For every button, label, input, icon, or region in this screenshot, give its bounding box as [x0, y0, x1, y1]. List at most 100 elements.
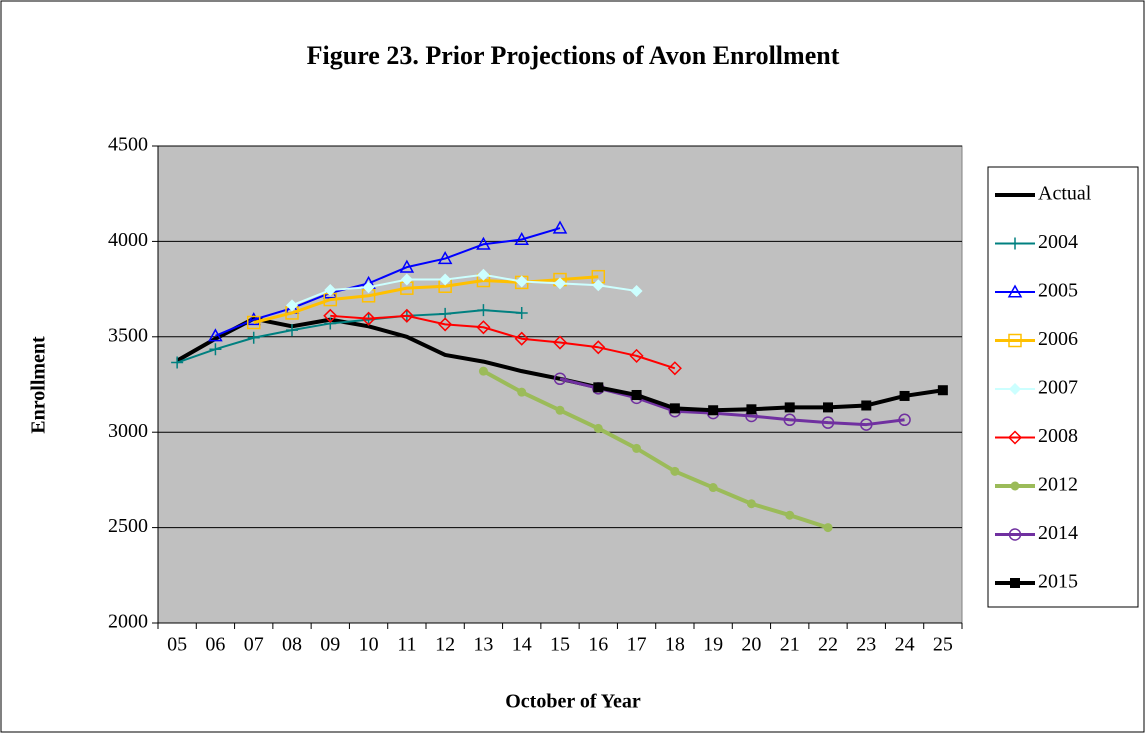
data-point — [209, 343, 222, 356]
data-point — [476, 320, 491, 335]
data-point — [593, 423, 603, 433]
x-tick-label: 21 — [780, 634, 800, 656]
data-point — [708, 483, 718, 493]
data-point — [667, 361, 682, 376]
data-point — [631, 389, 642, 400]
legend-label: 2005 — [1038, 280, 1078, 302]
data-point — [514, 231, 529, 246]
data-point — [437, 251, 453, 265]
data-point — [630, 285, 643, 298]
x-tick-label: 20 — [741, 634, 761, 656]
x-tick-label: 18 — [665, 634, 685, 656]
data-point — [823, 523, 833, 533]
data-point — [517, 387, 527, 397]
legend-marker — [1008, 528, 1022, 541]
series-line — [330, 314, 676, 370]
data-point — [593, 382, 604, 393]
data-point — [708, 405, 719, 416]
x-tick-label: 22 — [818, 634, 838, 656]
data-point — [515, 306, 528, 319]
y-axis-label: Enrollment — [28, 336, 50, 434]
data-point — [400, 273, 413, 286]
data-point — [324, 284, 337, 297]
data-point — [171, 356, 184, 369]
series-line — [215, 227, 561, 337]
series-line — [482, 369, 829, 530]
legend-label: Actual — [1038, 183, 1092, 205]
data-point — [208, 328, 223, 342]
data-point — [552, 220, 568, 234]
data-point — [246, 312, 261, 326]
legend-marker — [1010, 578, 1020, 588]
data-point — [399, 259, 415, 273]
y-tick-label: 3000 — [108, 420, 148, 442]
x-tick-label: 11 — [397, 634, 416, 656]
series-line — [176, 309, 522, 364]
data-point — [477, 304, 490, 317]
data-point — [821, 416, 835, 429]
x-tick-label: 07 — [244, 634, 264, 656]
x-tick-label: 19 — [703, 634, 723, 656]
x-axis-label: October of Year — [505, 691, 641, 713]
legend-label: 2008 — [1038, 425, 1078, 447]
x-tick-label: 12 — [435, 634, 455, 656]
data-point — [554, 277, 566, 290]
data-point — [361, 311, 376, 326]
y-tick-label: 3500 — [108, 324, 148, 346]
data-point — [438, 317, 453, 332]
legend-marker — [1009, 237, 1021, 250]
y-tick-label: 4000 — [108, 229, 148, 251]
data-point — [899, 390, 910, 401]
legend-label: 2015 — [1038, 571, 1078, 593]
legend-marker — [1010, 481, 1020, 491]
x-tick-label: 05 — [167, 634, 187, 656]
data-point — [476, 236, 491, 250]
x-tick-label: 23 — [856, 634, 876, 656]
x-tick-label: 15 — [550, 634, 570, 656]
data-point — [553, 372, 567, 386]
series-line — [291, 273, 637, 307]
data-point — [632, 443, 642, 453]
data-point — [592, 279, 605, 292]
legend-marker — [1007, 284, 1023, 298]
x-tick-label: 16 — [588, 634, 608, 656]
x-tick-label: 17 — [627, 634, 647, 656]
data-point — [399, 308, 414, 323]
legend-label: 2012 — [1038, 474, 1078, 496]
data-point — [246, 315, 261, 330]
data-point — [477, 268, 490, 281]
data-point — [362, 281, 375, 294]
data-point — [785, 510, 795, 520]
data-point — [552, 335, 568, 350]
legend-marker — [1008, 333, 1022, 348]
data-point — [860, 418, 873, 431]
chart-title: Figure 23. Prior Projections of Avon Enr… — [307, 41, 840, 70]
data-point — [783, 413, 796, 427]
data-point — [323, 308, 338, 323]
x-tick-label: 06 — [205, 634, 225, 656]
data-point — [286, 299, 298, 312]
x-tick-label: 09 — [320, 634, 340, 656]
x-tick-label: 08 — [282, 634, 302, 656]
data-point — [670, 466, 680, 476]
x-tick-label: 10 — [359, 634, 379, 656]
y-tick-label: 2000 — [108, 611, 148, 633]
data-point — [823, 402, 833, 413]
legend-label: 2004 — [1038, 231, 1078, 253]
legend-label: 2014 — [1038, 522, 1078, 544]
data-point — [861, 400, 872, 411]
data-point — [247, 331, 260, 344]
data-point — [898, 413, 911, 427]
data-point — [591, 340, 606, 355]
x-tick-label: 25 — [933, 634, 953, 656]
legend-marker — [1007, 430, 1023, 445]
data-point — [324, 317, 337, 330]
data-point — [478, 366, 488, 376]
legend-marker — [1009, 383, 1021, 395]
data-point — [669, 403, 680, 414]
y-tick-label: 4500 — [108, 134, 148, 156]
x-tick-label: 13 — [473, 634, 493, 656]
series-line — [253, 275, 599, 324]
data-point — [514, 331, 529, 346]
